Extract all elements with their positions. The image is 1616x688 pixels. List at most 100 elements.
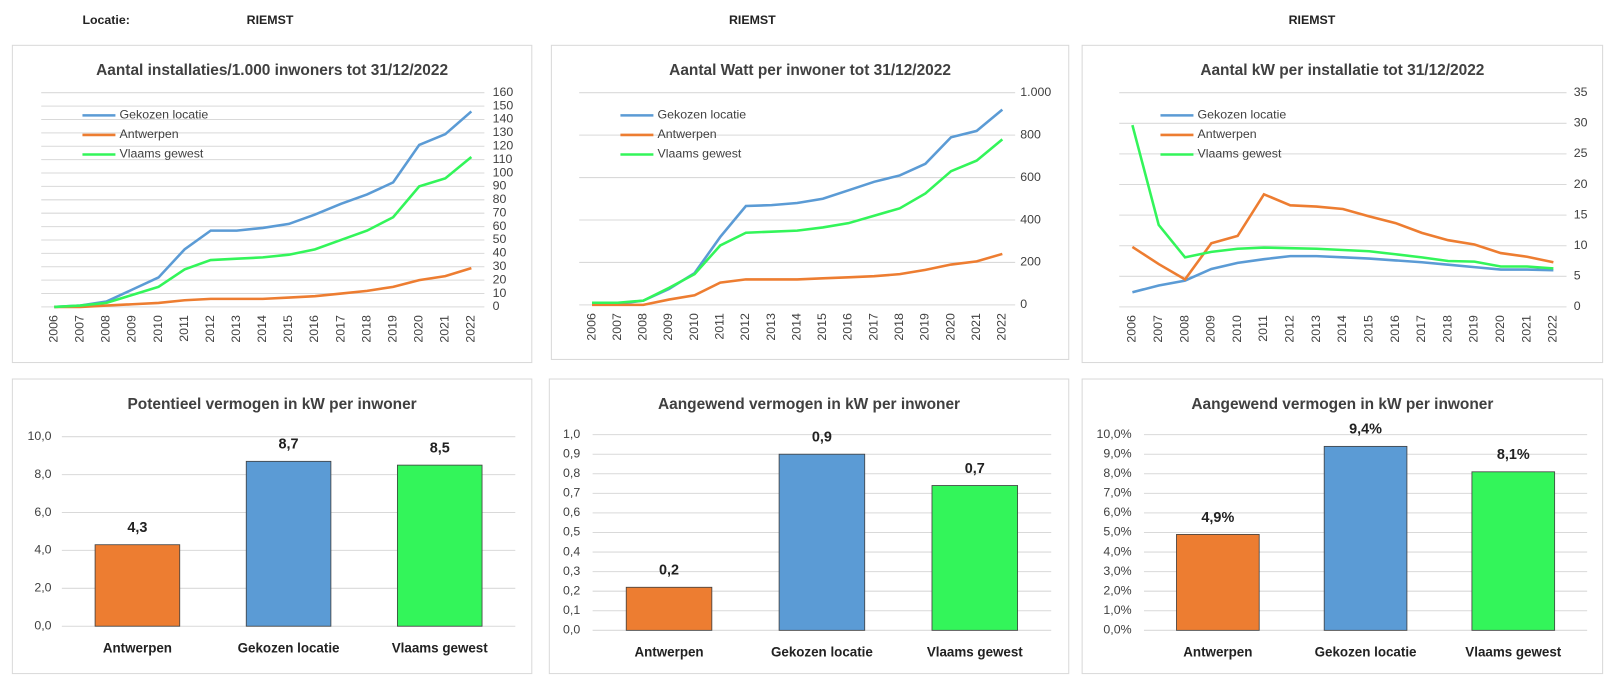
- y-tick-label: 0,6: [563, 505, 580, 519]
- y-tick-label: 40: [493, 246, 507, 260]
- x-tick-label: 2007: [73, 315, 87, 343]
- x-tick-label: Gekozen locatie: [238, 640, 340, 655]
- y-tick-label: 130: [493, 125, 514, 139]
- chart-title: Potentieel vermogen in kW per inwoner: [127, 396, 416, 413]
- x-tick-label: 2013: [1309, 315, 1323, 343]
- chart-title: Aangewend vermogen in kW per inwoner: [1191, 396, 1493, 413]
- bar: [778, 453, 866, 631]
- y-tick-label: 600: [1020, 170, 1041, 184]
- location-name: RIEMST: [729, 13, 776, 27]
- x-tick-label: 2013: [229, 315, 243, 343]
- y-tick-label: 50: [493, 232, 507, 246]
- x-tick-label: Antwerpen: [634, 645, 703, 660]
- x-tick-label: 2012: [738, 313, 752, 341]
- y-tick-label: 0: [1574, 299, 1581, 313]
- x-tick-label: 2022: [1546, 315, 1560, 343]
- value-label: 0,7: [965, 461, 985, 477]
- legend-label: Gekozen locatie: [1198, 108, 1287, 122]
- x-tick-label: 2011: [713, 313, 727, 340]
- bar: [1176, 534, 1260, 631]
- y-tick-label: 3,0%: [1103, 564, 1131, 578]
- x-tick-label: 2019: [1467, 315, 1481, 343]
- y-tick-label: 60: [493, 219, 507, 233]
- y-tick-label: 0,7: [563, 486, 580, 500]
- y-tick-label: 10,0%: [1097, 427, 1132, 441]
- y-tick-label: 0,8: [563, 466, 580, 480]
- y-tick-label: 10: [1574, 238, 1588, 252]
- x-tick-label: 2012: [203, 315, 217, 343]
- y-tick-label: 0: [493, 299, 500, 313]
- legend-label: Antwerpen: [658, 127, 717, 141]
- y-tick-label: 9,0%: [1103, 446, 1131, 460]
- x-tick-label: 2021: [438, 315, 452, 343]
- x-tick-label: 2008: [99, 315, 113, 343]
- bar: [396, 464, 483, 627]
- x-tick-label: 2021: [1519, 315, 1533, 343]
- bar: [94, 544, 181, 627]
- y-tick-label: 8,0%: [1103, 466, 1131, 480]
- line-series: [1131, 192, 1554, 282]
- x-tick-label: 2014: [789, 313, 803, 341]
- x-tick-label: 2019: [385, 315, 399, 343]
- location-label: Locatie:: [82, 13, 129, 27]
- x-tick-label: Vlaams gewest: [1465, 645, 1561, 660]
- y-tick-label: 0,2: [563, 583, 580, 597]
- x-tick-label: 2008: [636, 313, 650, 341]
- legend-label: Antwerpen: [120, 127, 179, 141]
- y-tick-label: 2,0%: [1103, 583, 1131, 597]
- value-label: 8,1%: [1497, 447, 1530, 463]
- x-tick-label: 2008: [1177, 315, 1191, 343]
- x-tick-label: 2014: [1335, 315, 1349, 343]
- x-tick-label: 2007: [1151, 315, 1165, 343]
- panel: [550, 44, 1070, 360]
- location-name: RIEMST: [247, 13, 294, 27]
- y-tick-label: 160: [493, 85, 514, 99]
- x-tick-label: 2006: [1125, 315, 1139, 343]
- bar: [625, 586, 713, 631]
- x-tick-label: 2006: [47, 315, 61, 343]
- x-tick-label: 2010: [1230, 315, 1244, 343]
- x-tick-label: Antwerpen: [1183, 645, 1252, 660]
- line-series: [54, 266, 472, 309]
- y-tick-label: 25: [1574, 146, 1588, 160]
- y-tick-label: 5,0%: [1103, 525, 1131, 539]
- y-tick-label: 6,0: [34, 505, 51, 519]
- y-tick-label: 0,9: [563, 446, 580, 460]
- legend-label: Antwerpen: [1198, 127, 1257, 141]
- value-label: 4,9%: [1201, 510, 1234, 526]
- y-tick-label: 110: [493, 152, 513, 166]
- y-tick-label: 140: [493, 112, 514, 126]
- line-series: [592, 252, 1003, 307]
- y-tick-label: 200: [1020, 255, 1041, 269]
- chart-title: Aangewend vermogen in kW per inwoner: [658, 396, 960, 413]
- chart-title: Aantal kW per installatie tot 31/12/2022: [1200, 62, 1484, 79]
- y-tick-label: 70: [493, 205, 507, 219]
- y-tick-label: 0,0%: [1103, 623, 1131, 637]
- y-tick-label: 20: [493, 272, 507, 286]
- y-tick-label: 10: [493, 286, 507, 300]
- bar: [931, 485, 1019, 631]
- y-tick-label: 0,1: [563, 603, 580, 617]
- x-tick-label: 2016: [307, 315, 321, 343]
- x-tick-label: 2017: [866, 313, 880, 341]
- x-tick-label: 2014: [255, 315, 269, 343]
- y-tick-label: 0,0: [34, 618, 51, 632]
- x-tick-label: 2010: [151, 315, 165, 343]
- y-tick-label: 80: [493, 192, 507, 206]
- y-tick-label: 10,0: [27, 429, 51, 443]
- line-series: [54, 155, 473, 309]
- y-tick-label: 7,0%: [1103, 486, 1131, 500]
- x-tick-label: Gekozen locatie: [771, 645, 873, 660]
- legend-label: Vlaams gewest: [1198, 147, 1282, 161]
- bar: [245, 460, 332, 627]
- x-tick-label: 2017: [333, 315, 347, 343]
- y-tick-label: 0,3: [563, 564, 580, 578]
- x-tick-label: 2009: [661, 313, 675, 341]
- y-tick-label: 150: [493, 98, 514, 112]
- x-tick-label: 2015: [1361, 315, 1375, 343]
- x-tick-label: 2018: [892, 313, 906, 341]
- legend-label: Vlaams gewest: [120, 147, 204, 161]
- y-tick-label: 0: [1020, 297, 1027, 311]
- legend-label: Gekozen locatie: [120, 108, 209, 122]
